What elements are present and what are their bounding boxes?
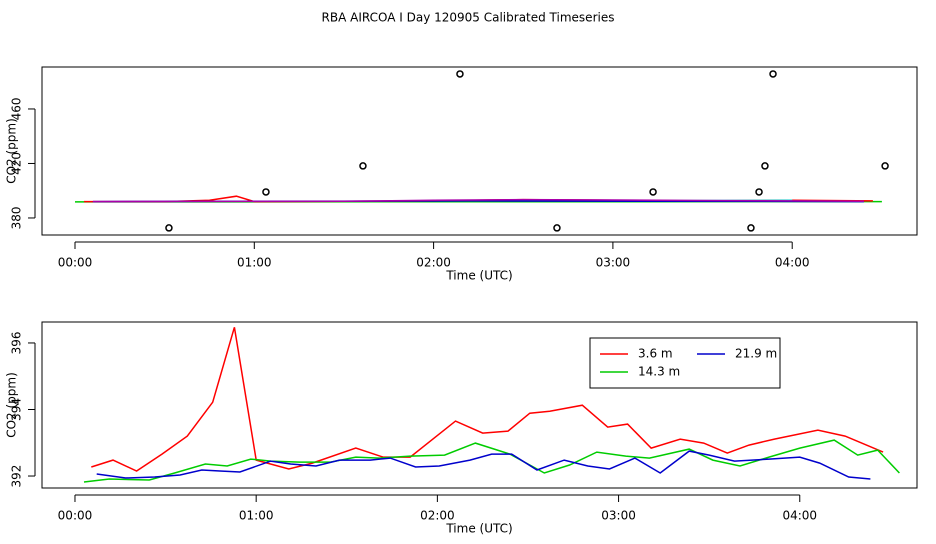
x-tick-label: 01:00 bbox=[237, 256, 272, 270]
x-axis-label: Time (UTC) bbox=[445, 522, 512, 536]
legend-label: 14.3 m bbox=[638, 365, 680, 379]
y-tick-label: 460 bbox=[10, 98, 24, 121]
legend-label: 21.9 m bbox=[735, 347, 777, 361]
x-axis-label: Time (UTC) bbox=[445, 269, 512, 283]
x-tick-label: 00:00 bbox=[58, 509, 93, 523]
legend-label: 3.6 m bbox=[638, 347, 673, 361]
x-tick-label: 02:00 bbox=[420, 509, 455, 523]
x-tick-label: 01:00 bbox=[239, 509, 274, 523]
x-tick-label: 02:00 bbox=[416, 256, 451, 270]
x-tick-label: 00:00 bbox=[58, 256, 93, 270]
y-axis-label: CO2 (ppm) bbox=[5, 118, 19, 184]
x-tick-label: 03:00 bbox=[601, 509, 636, 523]
y-axis-label: CO2 (ppm) bbox=[5, 372, 19, 438]
x-tick-label: 04:00 bbox=[782, 509, 817, 523]
y-tick-label: 380 bbox=[10, 207, 24, 230]
y-tick-label: 396 bbox=[10, 332, 24, 355]
y-tick-label: 392 bbox=[10, 465, 24, 488]
figure-title: RBA AIRCOA I Day 120905 Calibrated Times… bbox=[322, 11, 615, 25]
x-tick-label: 03:00 bbox=[596, 256, 631, 270]
x-tick-label: 04:00 bbox=[775, 256, 810, 270]
